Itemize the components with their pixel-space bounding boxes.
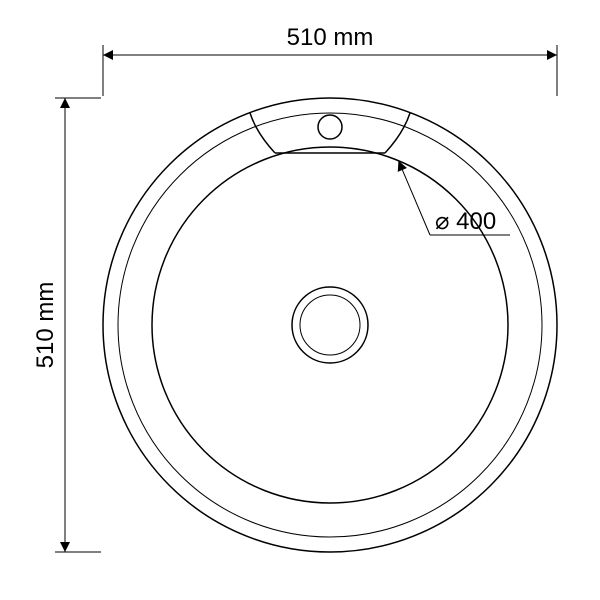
drain-outer [292,287,368,363]
dim-height-label: 510 mm [32,282,59,369]
tap-hole [318,115,342,139]
drain-inner [300,295,360,355]
outer-rim [103,98,557,552]
diameter-leader [398,161,430,235]
dim-diameter-label: ⌀ 400 [435,208,496,235]
dim-width-label: 510 mm [287,24,374,51]
technical-drawing: 510 mm 510 mm ⌀ 400 [0,0,600,600]
bowl [152,147,508,503]
rim-inner [118,113,542,537]
drawing-svg: 510 mm 510 mm ⌀ 400 [0,0,600,600]
